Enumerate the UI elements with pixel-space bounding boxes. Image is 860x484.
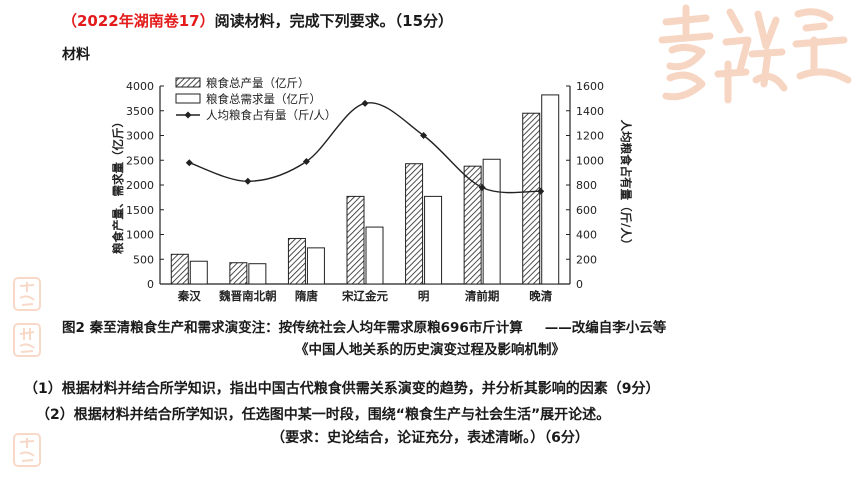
bar-grain-demand — [189, 260, 208, 285]
question-2-requirement: （要求：史论结合，论证充分，表述清晰。）（6分） — [271, 430, 589, 446]
category-label: 宋辽金元 — [341, 289, 388, 303]
left-tick-label: 500 — [133, 253, 154, 266]
seal-stamp-icon — [13, 433, 41, 467]
figure-caption-text: 图2 秦至清粮食生产和需求演变注：按传统社会人均年需求原粮696市斤计算 — [62, 320, 523, 336]
left-tick-label: 4000 — [126, 80, 154, 93]
bar-grain-production — [229, 262, 248, 285]
right-tick-label: 1200 — [576, 130, 604, 143]
left-tick-label: 3500 — [126, 105, 154, 118]
legend-label-per-capita: 人均粮食占有量（斤/人） — [206, 108, 336, 122]
left-tick-label: 1500 — [126, 204, 154, 217]
category-label: 魏晋南北朝 — [218, 289, 277, 303]
bar-grain-production — [405, 163, 424, 285]
per-capita-point — [361, 99, 369, 107]
category-label: 清前期 — [465, 289, 500, 303]
left-tick-label: 0 — [147, 278, 154, 291]
legend-label-production: 粮食总产量（亿斤） — [206, 76, 310, 90]
bar-grain-demand — [365, 226, 384, 285]
category-label: 晚清 — [529, 289, 552, 303]
right-tick-label: 400 — [576, 229, 597, 242]
figure-source: ——改编自李小云等 — [544, 320, 667, 336]
calligraphy-decoration-icon — [658, 4, 852, 104]
bar-grain-demand — [424, 195, 443, 285]
question-1: （1）根据材料并结合所学知识，指出中国古代粮食供需关系演变的趋势，并分析其影响的… — [24, 381, 660, 397]
question-source-tag: （2022年湖南卷17） — [62, 12, 215, 30]
figure-caption: 图2 秦至清粮食生产和需求演变注：按传统社会人均年需求原粮696市斤计算 ——改编… — [62, 316, 666, 336]
right-tick-label: 1600 — [576, 80, 604, 93]
left-tick-label: 2500 — [126, 154, 154, 167]
per-capita-point — [185, 159, 193, 167]
bar-grain-production — [170, 253, 189, 285]
seal-stamp-icon — [13, 323, 41, 357]
left-tick-label: 1000 — [126, 229, 154, 242]
left-axis-title: 粮食产量、需求量（亿斤） — [111, 116, 125, 254]
right-tick-label: 0 — [576, 278, 583, 291]
right-tick-label: 1000 — [576, 154, 604, 167]
per-capita-point — [302, 157, 310, 165]
grain-chart: 0 500 1000 1500 2000 2500 3000 3500 4000 0 200 400 6… — [111, 76, 633, 303]
legend-swatch-demand — [175, 93, 201, 104]
right-tick-label: 800 — [576, 179, 597, 192]
right-tick-label: 1400 — [576, 105, 604, 118]
per-capita-point — [478, 183, 486, 191]
category-label: 明 — [418, 289, 430, 303]
material-label: 材料 — [62, 47, 90, 63]
bar-grain-production — [287, 237, 306, 285]
bar-grain-production — [346, 195, 365, 285]
bar-grain-demand — [541, 94, 560, 285]
right-tick-label: 200 — [576, 253, 597, 266]
question-2: （2）根据材料并结合所学知识，任选图中某一时段，围绕“粮食生产与社会生活”展开论… — [36, 407, 611, 423]
per-capita-point — [537, 187, 545, 195]
bar-grain-demand — [248, 263, 267, 285]
figure-source-title: 《中国人地关系的历史演变过程及影响机制》 — [295, 342, 565, 358]
per-capita-point — [244, 177, 252, 185]
bar-grain-production — [522, 112, 541, 285]
question-instruction: 阅读材料，完成下列要求。（15分） — [214, 12, 454, 30]
right-axis-title: 人均粮食占有量（斤/人） — [619, 120, 633, 251]
category-label: 秦汉 — [177, 289, 201, 303]
bar-grain-production — [463, 165, 482, 285]
legend-swatch-production — [175, 77, 201, 88]
question-title: （2022年湖南卷17）阅读材料，完成下列要求。（15分） — [62, 10, 453, 31]
left-tick-label: 2000 — [126, 179, 154, 192]
bar-grain-demand — [306, 247, 325, 285]
legend-label-demand: 粮食总需求量（亿斤） — [206, 92, 321, 106]
right-tick-label: 600 — [576, 204, 597, 217]
seal-stamp-icon — [13, 277, 41, 311]
category-label: 隋唐 — [295, 289, 318, 303]
bar-grain-demand — [482, 158, 501, 285]
left-tick-label: 3000 — [126, 130, 154, 143]
per-capita-point — [420, 132, 428, 139]
legend-marker-line — [184, 111, 192, 119]
